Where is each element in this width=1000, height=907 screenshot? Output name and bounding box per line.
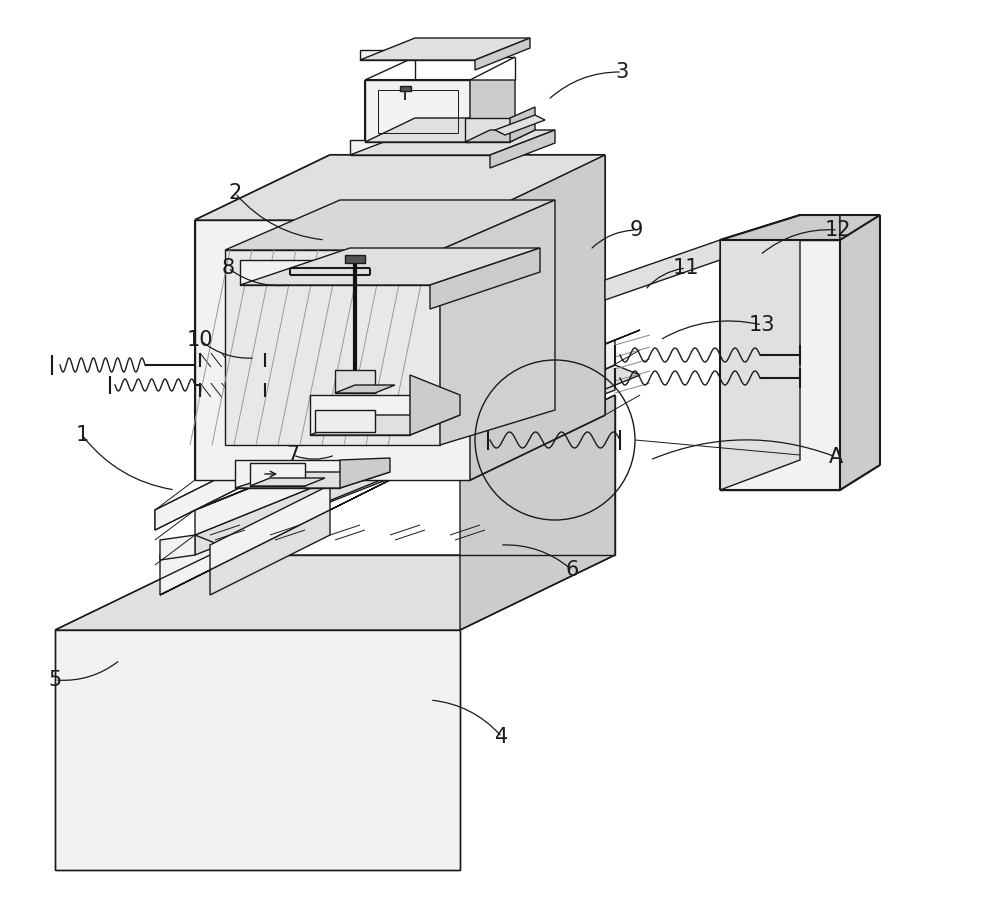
Text: A: A (829, 447, 843, 467)
Polygon shape (195, 330, 640, 510)
Text: 11: 11 (673, 258, 699, 278)
Polygon shape (155, 455, 265, 530)
Polygon shape (410, 375, 460, 435)
Polygon shape (225, 200, 555, 250)
Polygon shape (55, 555, 615, 630)
Polygon shape (605, 240, 720, 300)
Polygon shape (475, 38, 530, 70)
Polygon shape (460, 395, 615, 630)
Polygon shape (335, 370, 375, 393)
Polygon shape (235, 460, 340, 488)
Polygon shape (310, 395, 410, 435)
Text: 7: 7 (286, 445, 300, 465)
Polygon shape (210, 485, 330, 570)
Polygon shape (345, 255, 365, 263)
Polygon shape (315, 410, 375, 432)
Polygon shape (470, 155, 605, 480)
Polygon shape (510, 107, 535, 142)
Text: 13: 13 (749, 315, 775, 335)
Polygon shape (195, 370, 615, 555)
Polygon shape (490, 130, 555, 168)
Text: 6: 6 (565, 560, 579, 580)
Polygon shape (195, 340, 615, 535)
Polygon shape (240, 260, 430, 285)
Text: 2: 2 (228, 183, 242, 203)
Polygon shape (720, 240, 840, 490)
Polygon shape (360, 38, 530, 60)
Polygon shape (250, 463, 305, 486)
Text: 9: 9 (629, 220, 643, 240)
Text: 4: 4 (495, 727, 509, 747)
Polygon shape (360, 50, 475, 60)
Text: 5: 5 (48, 670, 62, 690)
Polygon shape (225, 250, 440, 445)
Polygon shape (720, 215, 800, 490)
Polygon shape (155, 455, 265, 530)
Polygon shape (195, 155, 605, 220)
Polygon shape (720, 215, 840, 240)
Polygon shape (310, 415, 460, 435)
Polygon shape (365, 80, 470, 142)
Polygon shape (350, 140, 490, 155)
Polygon shape (840, 215, 880, 490)
Text: 8: 8 (221, 258, 235, 278)
Polygon shape (335, 385, 395, 393)
Polygon shape (250, 478, 325, 486)
Polygon shape (470, 80, 515, 142)
Polygon shape (465, 130, 535, 142)
Polygon shape (350, 130, 555, 155)
Text: 10: 10 (187, 330, 213, 350)
Polygon shape (160, 535, 195, 560)
Polygon shape (160, 480, 310, 595)
Polygon shape (400, 86, 411, 91)
Polygon shape (430, 248, 540, 309)
Polygon shape (210, 510, 330, 595)
Polygon shape (465, 118, 510, 142)
Polygon shape (495, 115, 545, 135)
Text: 3: 3 (615, 62, 629, 82)
Polygon shape (195, 220, 470, 480)
Polygon shape (55, 630, 460, 870)
Polygon shape (365, 118, 515, 142)
Polygon shape (240, 248, 540, 285)
Polygon shape (340, 458, 390, 488)
Polygon shape (235, 472, 390, 488)
Text: 1: 1 (75, 425, 89, 445)
Polygon shape (160, 445, 460, 595)
Polygon shape (195, 365, 640, 545)
Polygon shape (440, 200, 555, 445)
Text: 12: 12 (825, 220, 851, 240)
